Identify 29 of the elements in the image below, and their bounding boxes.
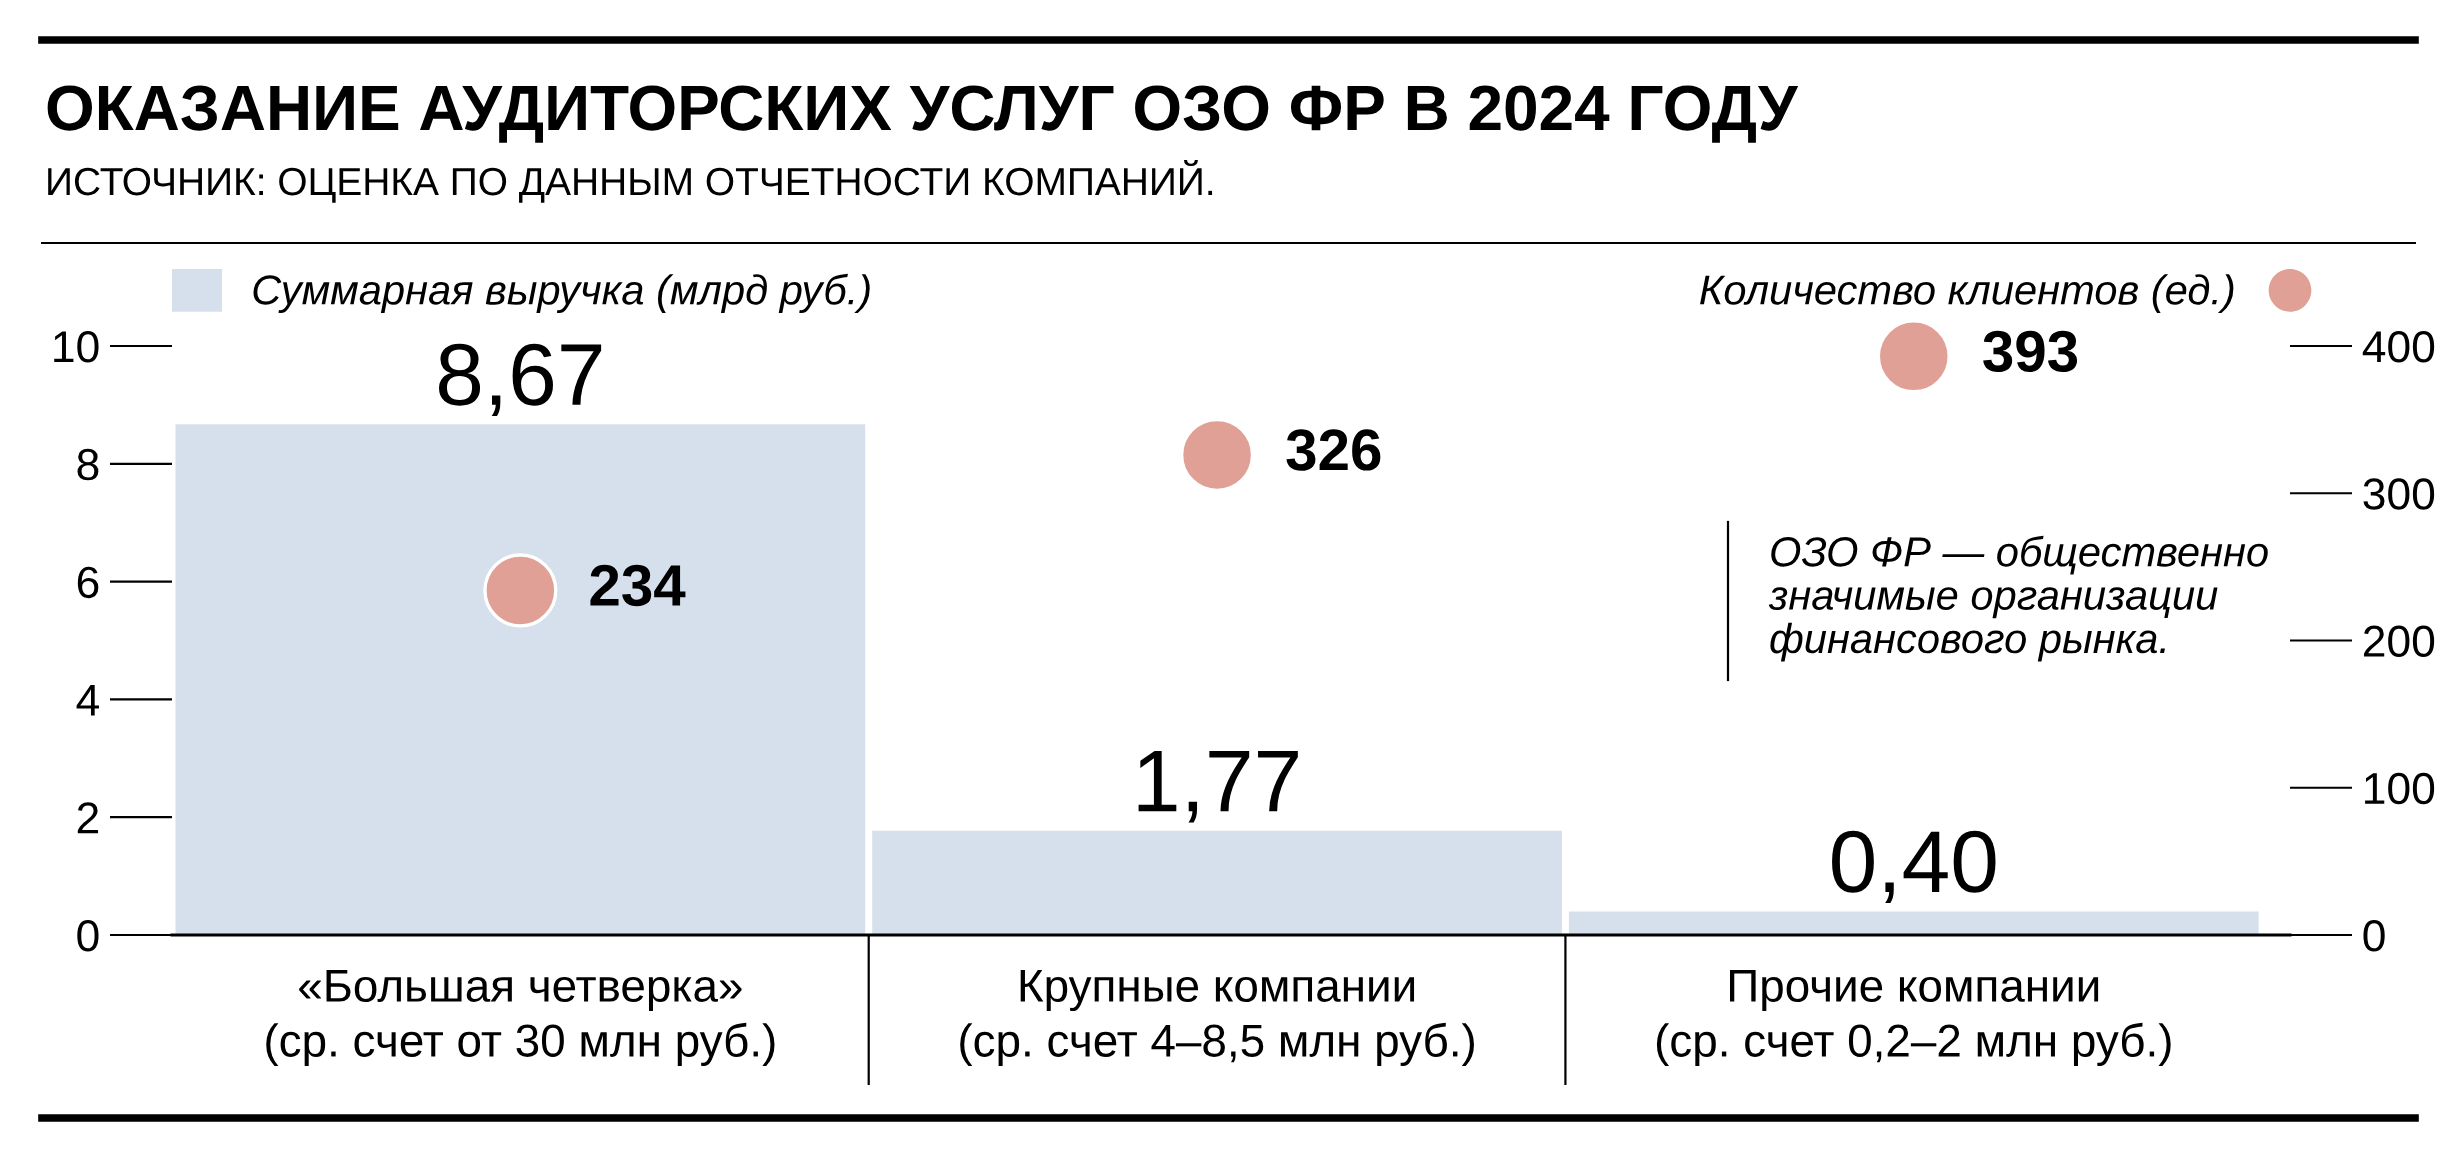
point <box>483 553 558 628</box>
y-tick-label: 2 <box>77 802 99 834</box>
data-label: 1,77 <box>1138 751 1298 823</box>
y2-tick-label: 200 <box>2363 625 2435 658</box>
data-label: 8,67 <box>439 343 602 416</box>
y2-tick-label: 0 <box>2363 920 2385 952</box>
y-tick-label: 8 <box>77 448 99 481</box>
annotation: ОЗО ФР — общественно значимые организации финансового рынка. <box>1768 535 2268 662</box>
y-tick-label: 6 <box>77 566 99 599</box>
y-tick-label: 0 <box>77 920 99 952</box>
text: ИСТОЧНИК: ОЦЕНКА ПО ДАННЫМ ОТЧЕТНОСТИ КОМПАНИЙ. <box>48 159 1213 203</box>
bar <box>1568 911 2259 935</box>
legend-label: Суммарная выручка (млрд руб.) <box>253 273 870 314</box>
data-label: 326 <box>1286 429 1381 471</box>
x-tick-label: «Большая четверка» (ср. счет от 30 млн руб.) <box>266 970 775 1066</box>
bar <box>872 830 1562 935</box>
chart-title: ОКАЗАНИЕ АУДИТОРСКИХ УСЛУГ ОЗО ФР В 2024 ГОДУ <box>47 85 1799 143</box>
series-label: Количество клиентов (ед.) <box>1700 274 2234 313</box>
data-label: 0,40 <box>1832 830 1996 904</box>
x-tick-label: Прочие компании (ср. счет 0,2–2 млн руб.) <box>1656 970 2171 1066</box>
bar <box>175 424 866 935</box>
data-label: 234 <box>590 564 686 607</box>
data-label: 393 <box>1983 330 2078 373</box>
y2-tick-label: 100 <box>2365 772 2435 805</box>
y2-tick-label: 300 <box>2363 478 2435 510</box>
y2-tick-label: 400 <box>2362 331 2435 363</box>
y-tick-label: 4 <box>76 684 99 716</box>
y-tick-label: 10 <box>54 331 99 363</box>
x-tick-label: Крупные компании (ср. счет 4–8,5 млн руб.) <box>960 970 1474 1066</box>
